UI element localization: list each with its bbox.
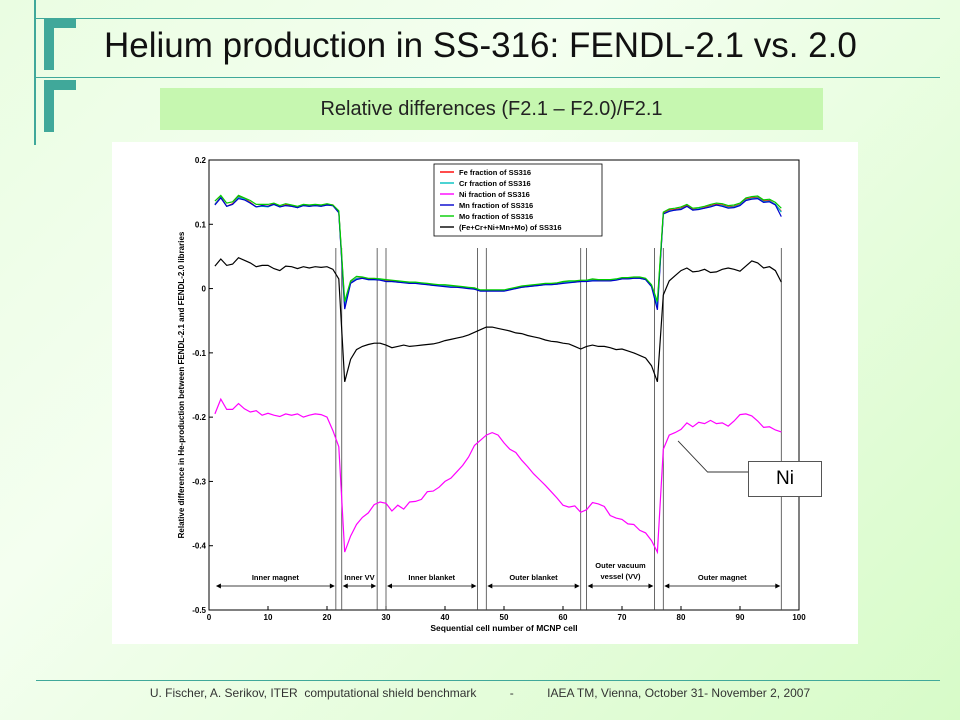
region-arrow-head-left: [587, 583, 593, 589]
slide-subtitle: Relative differences (F2.1 – F2.0)/F2.1: [160, 88, 823, 130]
x-tick-label: 30: [382, 613, 391, 622]
legend-entry: Ni fraction of SS316: [459, 190, 530, 199]
region-arrow-head-left: [342, 583, 348, 589]
legend-entry: Cr fraction of SS316: [459, 179, 531, 188]
legend-entry: Fe fraction of SS316: [459, 168, 531, 177]
region-arrow-head-right: [574, 583, 580, 589]
y-tick-label: -0.2: [192, 413, 206, 422]
y-tick-label: 0.2: [195, 156, 207, 165]
x-tick-label: 90: [736, 613, 745, 622]
ni-callout-leader: [677, 440, 748, 473]
region-label: Outer blanket: [509, 573, 558, 582]
region-arrow-head-left: [387, 583, 392, 589]
chart-panel: 0 10 20 30 40 50 60 70 80 90 100 -0.5 -0.4 -0.3 -0.2 -0…: [112, 142, 858, 644]
footer-separator: -: [509, 686, 514, 700]
region-arrow-head-right: [371, 583, 377, 589]
corner-bracket-top-arm: [44, 18, 76, 28]
footer-right: IAEA TM, Vienna, October 31- November 2,…: [547, 686, 811, 700]
region-label-line2: vessel (VV): [601, 572, 642, 581]
region-label: Outer vacuum: [595, 561, 646, 570]
x-tick-label: 20: [323, 613, 332, 622]
region-label: Inner VV: [344, 573, 374, 582]
title-rule-bottom: [36, 77, 940, 78]
legend-box: [433, 163, 603, 237]
helium-production-chart: 0 10 20 30 40 50 60 70 80 90 100 -0.5 -0.4 -0.3 -0.2 -0…: [177, 156, 806, 633]
x-tick-label: 100: [792, 613, 806, 622]
x-tick-label: 60: [559, 613, 568, 622]
region-label: Inner magnet: [252, 573, 300, 582]
slide-title: Helium production in SS-316: FENDL-2.1 v…: [104, 26, 857, 65]
corner-bracket-top: [44, 18, 54, 70]
x-tick-label: 80: [677, 613, 686, 622]
region-arrow-head-right: [775, 583, 781, 589]
region-arrow-head-left: [664, 583, 670, 589]
footer: U. Fischer, A. Serikov, ITER computation…: [0, 686, 960, 700]
y-tick-label: -0.3: [192, 477, 206, 486]
corner-bracket-bottom-arm: [44, 80, 76, 90]
region-arrow-head-right: [648, 583, 654, 589]
region-label: Outer magnet: [698, 573, 747, 582]
x-tick-label: 40: [441, 613, 450, 622]
y-tick-label: 0: [202, 285, 207, 294]
x-tick-label: 70: [618, 613, 627, 622]
series-line: [214, 256, 782, 383]
region-arrow-head-left: [215, 583, 221, 589]
region-arrow-head-right: [329, 583, 335, 589]
x-axis-label: Sequential cell number of MCNP cell: [430, 623, 577, 633]
x-tick-label: 50: [500, 613, 509, 622]
x-tick-label: 10: [264, 613, 273, 622]
footer-rule: [36, 680, 940, 681]
legend-entry: Mo fraction of SS316: [459, 212, 533, 221]
region-arrow-head-left: [487, 583, 493, 589]
y-axis-label: Relative difference in He-production bet…: [177, 231, 186, 538]
corner-bar-vertical-1: [34, 0, 36, 145]
y-tick-label: -0.4: [192, 542, 206, 551]
series-line: [214, 196, 782, 310]
title-rule-top: [36, 18, 940, 19]
x-tick-label: 0: [207, 613, 212, 622]
region-label: Inner blanket: [408, 573, 455, 582]
ni-callout-label: Ni: [748, 461, 822, 497]
legend-entry: Mn fraction of SS316: [459, 201, 533, 210]
footer-left: U. Fischer, A. Serikov, ITER computation…: [149, 686, 477, 700]
y-tick-label: -0.5: [192, 606, 206, 615]
region-arrow-head-right: [471, 583, 477, 589]
y-tick-label: 0.1: [195, 220, 207, 229]
series-line: [214, 194, 782, 302]
series-line: [214, 397, 782, 555]
y-tick-label: -0.1: [192, 349, 206, 358]
corner-bracket-bottom: [44, 80, 54, 132]
legend-entry: (Fe+Cr+Ni+Mn+Mo) of SS316: [459, 223, 562, 232]
